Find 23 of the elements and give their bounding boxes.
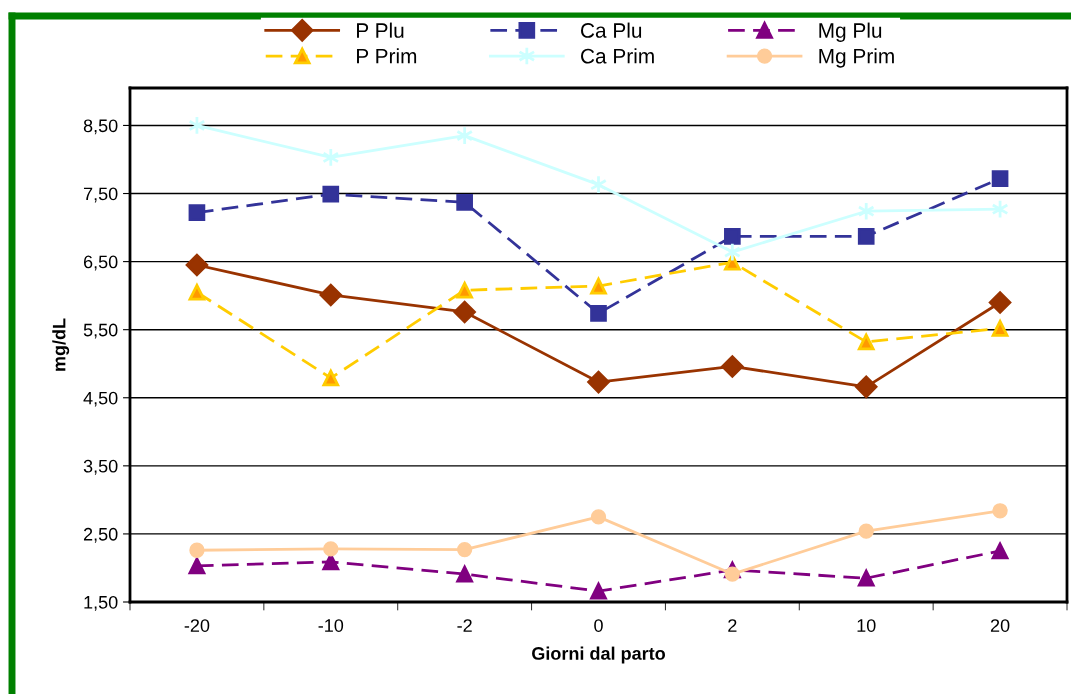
x-tick-label: 10: [857, 619, 876, 632]
legend-label: P Prim: [357, 48, 417, 64]
y-tick-label: 7,50: [83, 187, 118, 203]
x-tick-label: -2: [457, 619, 472, 632]
y-tick-label: 2,50: [83, 527, 118, 543]
legend-label: Ca Prim: [581, 48, 654, 64]
x-tick-label: -10: [318, 619, 344, 632]
y-axis-title: mg/dL: [52, 318, 70, 371]
y-tick-label: 4,50: [83, 391, 118, 407]
legend-label: P Plu: [357, 22, 404, 38]
x-tick-label: 0: [594, 619, 603, 632]
x-axis-title: Giorni dal parto: [532, 646, 666, 664]
y-tick-label: 3,50: [83, 459, 118, 475]
legend-label: Mg Prim: [819, 48, 894, 68]
legend-label: Mg Plu: [819, 22, 882, 42]
y-tick-label: 6,50: [83, 255, 118, 271]
x-tick-label: -20: [184, 619, 210, 632]
y-tick-label: 5,50: [83, 323, 118, 339]
x-tick-label: 2: [728, 619, 737, 632]
x-tick-label: 20: [990, 619, 1010, 632]
legend-label: Ca Plu: [581, 22, 642, 38]
y-tick-label: 1,50: [84, 595, 118, 611]
y-tick-label: 8,50: [83, 119, 118, 135]
